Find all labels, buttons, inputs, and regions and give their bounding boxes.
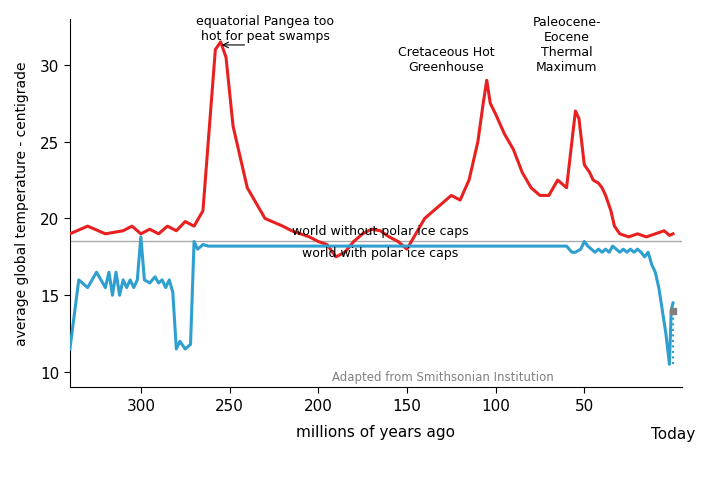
X-axis label: millions of years ago: millions of years ago	[296, 424, 455, 439]
Text: equatorial Pangea too
hot for peat swamps: equatorial Pangea too hot for peat swamp…	[196, 15, 334, 43]
Text: Paleocene-
Eocene
Thermal
Maximum: Paleocene- Eocene Thermal Maximum	[533, 15, 601, 73]
Y-axis label: average global temperature - centigrade: average global temperature - centigrade	[15, 62, 29, 346]
Text: Adapted from Smithsonian Institution: Adapted from Smithsonian Institution	[331, 370, 553, 383]
Text: world without polar ice caps: world without polar ice caps	[292, 225, 469, 238]
Text: world with polar ice caps: world with polar ice caps	[302, 247, 459, 260]
Text: Cretaceous Hot
Greenhouse: Cretaceous Hot Greenhouse	[397, 46, 494, 73]
Text: Today: Today	[651, 426, 695, 441]
